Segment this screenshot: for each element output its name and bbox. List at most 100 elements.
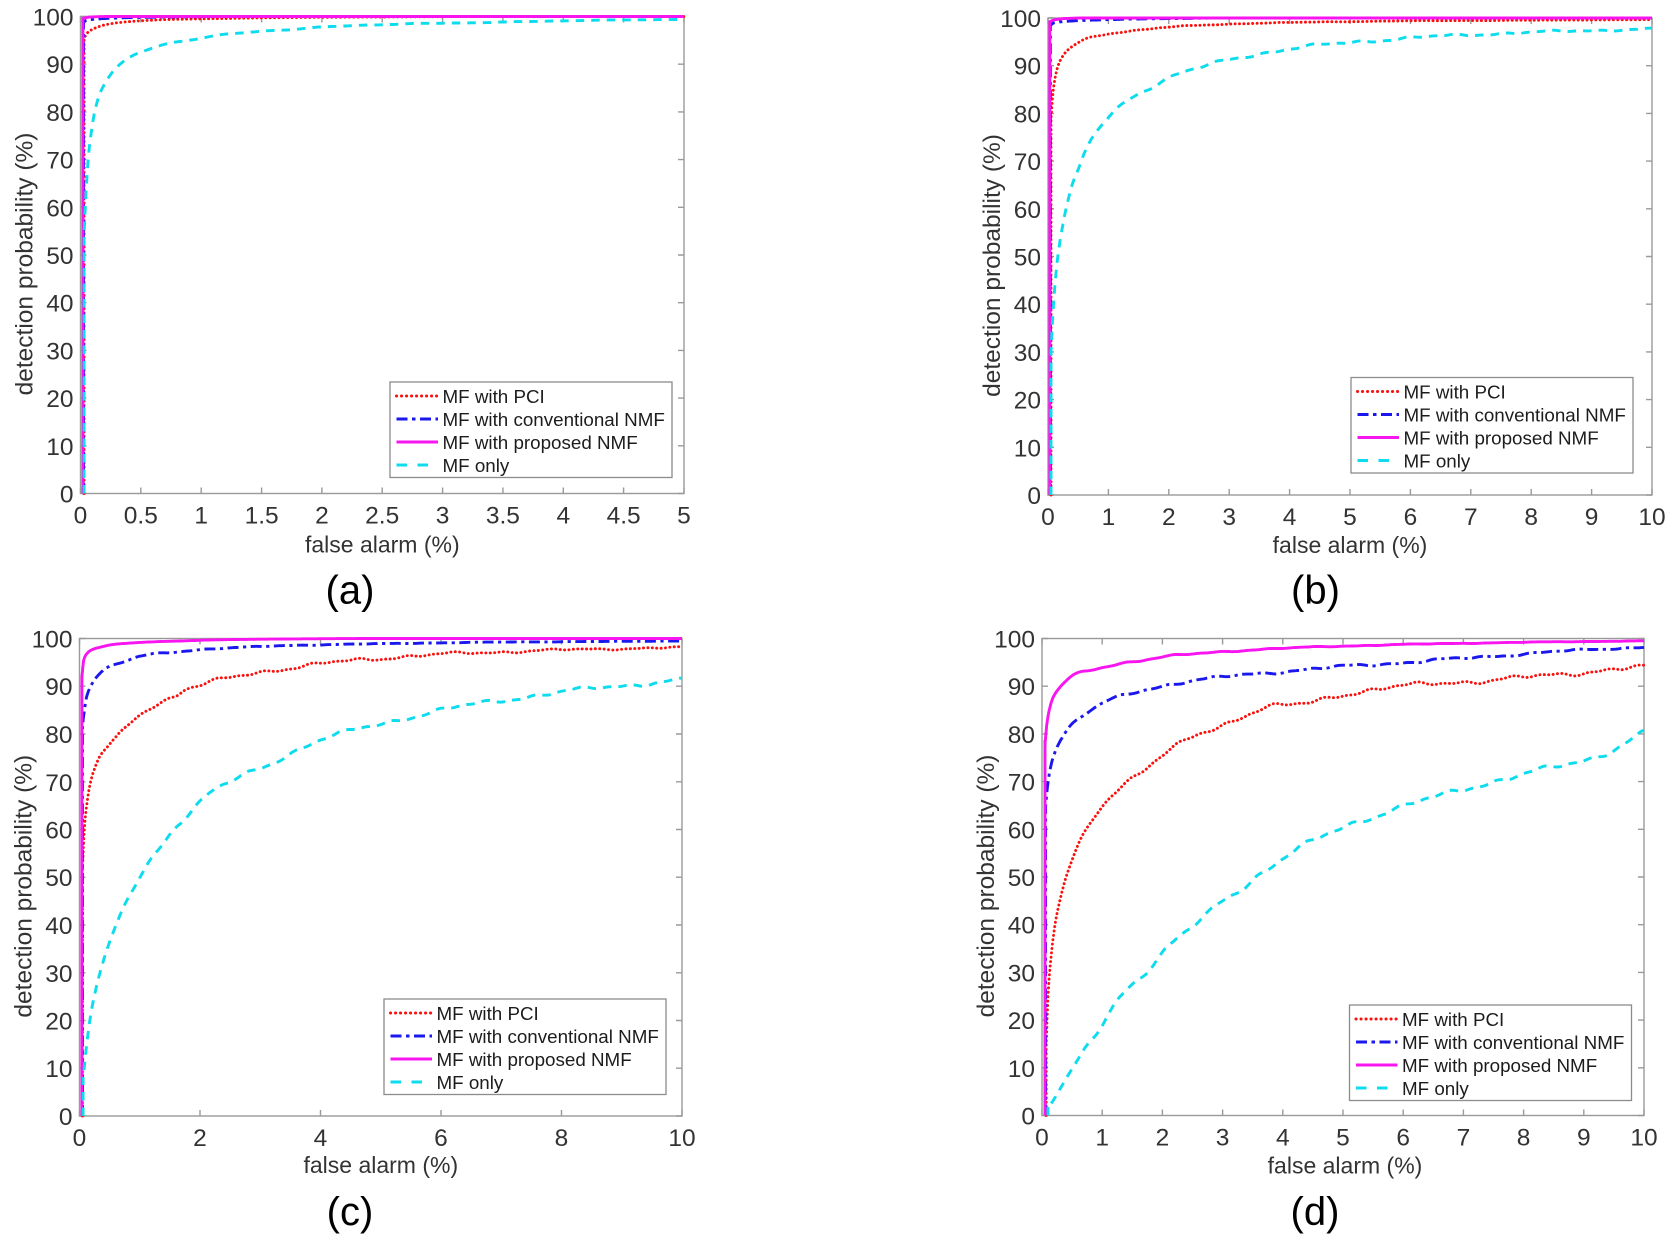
svg-text:MF only: MF only [437,1072,504,1093]
svg-text:10: 10 [1630,1125,1657,1152]
svg-text:0: 0 [1027,483,1041,510]
svg-text:detection probability (%): detection probability (%) [973,755,1000,1018]
svg-text:40: 40 [1014,292,1041,319]
svg-text:3: 3 [1222,504,1236,531]
svg-text:8: 8 [1524,504,1538,531]
svg-text:0: 0 [74,503,88,530]
svg-text:30: 30 [1008,960,1035,987]
svg-text:60: 60 [1008,817,1035,844]
svg-text:40: 40 [1008,913,1035,940]
svg-text:20: 20 [1008,1008,1035,1035]
svg-text:2.5: 2.5 [365,503,399,530]
svg-text:3: 3 [1216,1125,1230,1152]
svg-text:MF with proposed NMF: MF with proposed NMF [1402,1055,1597,1076]
svg-text:90: 90 [45,674,72,701]
svg-text:MF with conventional NMF: MF with conventional NMF [1404,404,1626,425]
svg-text:50: 50 [45,865,72,892]
svg-text:MF only: MF only [443,455,510,476]
svg-text:50: 50 [1008,865,1035,892]
svg-text:2: 2 [1156,1125,1170,1152]
svg-text:70: 70 [45,770,72,797]
svg-text:8: 8 [555,1125,569,1152]
svg-text:MF with proposed NMF: MF with proposed NMF [437,1049,632,1070]
svg-text:2: 2 [1162,504,1176,531]
svg-text:MF only: MF only [1404,450,1471,471]
svg-text:20: 20 [1014,388,1041,415]
svg-text:detection probability (%): detection probability (%) [11,755,38,1018]
svg-text:30: 30 [46,338,73,365]
svg-text:10: 10 [668,1125,695,1152]
svg-text:30: 30 [45,961,72,988]
svg-text:100: 100 [33,5,74,32]
svg-text:9: 9 [1577,1125,1591,1152]
svg-text:60: 60 [1014,197,1041,224]
svg-text:MF with PCI: MF with PCI [1404,381,1506,402]
svg-text:4: 4 [1276,1125,1290,1152]
svg-text:2: 2 [315,503,329,530]
svg-text:0.5: 0.5 [124,503,158,530]
svg-text:40: 40 [46,291,73,318]
svg-text:MF with proposed NMF: MF with proposed NMF [1404,427,1599,448]
svg-text:60: 60 [46,195,73,222]
svg-text:MF with conventional NMF: MF with conventional NMF [443,409,665,430]
svg-text:MF with PCI: MF with PCI [443,386,545,407]
svg-text:8: 8 [1517,1125,1531,1152]
svg-text:1: 1 [1102,504,1116,531]
svg-text:(b): (b) [1291,569,1340,613]
svg-text:3.5: 3.5 [486,503,520,530]
svg-text:1: 1 [1095,1125,1109,1152]
svg-text:80: 80 [1008,722,1035,749]
svg-text:(c): (c) [327,1190,374,1234]
svg-text:10: 10 [45,1056,72,1083]
svg-text:4: 4 [1283,504,1297,531]
svg-text:0: 0 [1021,1104,1035,1131]
svg-text:10: 10 [46,434,73,461]
svg-text:MF with proposed NMF: MF with proposed NMF [443,432,638,453]
svg-text:20: 20 [45,1009,72,1036]
svg-text:6: 6 [434,1125,448,1152]
svg-text:9: 9 [1585,504,1599,531]
svg-text:4.5: 4.5 [607,503,641,530]
svg-text:20: 20 [46,386,73,413]
svg-text:6: 6 [1396,1125,1410,1152]
svg-text:5: 5 [1343,504,1357,531]
svg-text:100: 100 [994,627,1035,654]
svg-text:false alarm (%): false alarm (%) [305,532,460,558]
svg-text:70: 70 [46,148,73,175]
svg-text:0: 0 [1035,1125,1049,1152]
svg-text:false alarm (%): false alarm (%) [303,1152,458,1178]
svg-text:0: 0 [60,482,74,509]
svg-text:80: 80 [46,100,73,127]
svg-text:6: 6 [1404,504,1418,531]
svg-text:10: 10 [1008,1056,1035,1083]
svg-text:90: 90 [46,52,73,79]
svg-text:4: 4 [314,1125,328,1152]
svg-text:70: 70 [1008,770,1035,797]
svg-text:50: 50 [1014,245,1041,272]
svg-text:5: 5 [677,503,691,530]
svg-text:1.5: 1.5 [245,503,279,530]
svg-text:MF with PCI: MF with PCI [1402,1009,1504,1030]
svg-text:3: 3 [436,503,450,530]
svg-text:0: 0 [1041,504,1055,531]
svg-text:10: 10 [1638,504,1665,531]
svg-text:2: 2 [193,1125,207,1152]
svg-text:60: 60 [45,818,72,845]
svg-text:7: 7 [1457,1125,1471,1152]
svg-text:false alarm (%): false alarm (%) [1273,532,1428,558]
svg-text:30: 30 [1014,340,1041,367]
svg-text:50: 50 [46,243,73,270]
svg-text:(d): (d) [1291,1190,1340,1234]
svg-text:0: 0 [59,1104,73,1131]
svg-text:80: 80 [45,722,72,749]
svg-text:7: 7 [1464,504,1478,531]
svg-text:(a): (a) [326,569,375,613]
svg-text:80: 80 [1014,101,1041,128]
svg-text:false alarm (%): false alarm (%) [1268,1153,1423,1179]
svg-text:MF only: MF only [1402,1078,1469,1099]
svg-text:10: 10 [1014,435,1041,462]
svg-text:100: 100 [32,627,73,654]
svg-text:70: 70 [1014,149,1041,176]
svg-text:MF with conventional NMF: MF with conventional NMF [1402,1032,1624,1053]
svg-text:MF with PCI: MF with PCI [437,1003,539,1024]
